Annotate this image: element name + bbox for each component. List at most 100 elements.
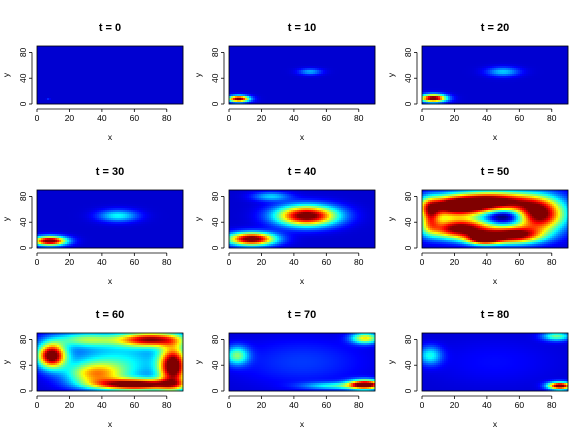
heat-cell xyxy=(434,84,436,86)
heat-cell xyxy=(71,80,73,82)
heat-cell xyxy=(317,64,319,66)
heat-cell xyxy=(285,56,287,58)
heat-cell xyxy=(432,82,434,84)
heat-cell xyxy=(137,98,139,100)
heat-cell xyxy=(339,94,341,96)
heat-cell xyxy=(438,60,440,62)
heat-cell xyxy=(173,88,175,90)
heat-cell xyxy=(89,64,91,66)
heat-cell xyxy=(171,52,173,54)
heat-cell xyxy=(448,96,450,98)
heat-cell xyxy=(271,80,273,82)
heat-cell xyxy=(179,70,181,72)
heat-cell xyxy=(267,62,269,64)
heat-cell xyxy=(63,74,65,76)
heat-cell xyxy=(239,50,241,52)
heat-cell xyxy=(79,60,81,62)
heat-cell xyxy=(470,52,472,54)
heat-cell xyxy=(321,74,323,76)
heat-cell xyxy=(313,62,315,64)
heat-cell xyxy=(79,66,81,68)
heat-cell xyxy=(103,94,105,96)
heat-cell xyxy=(51,56,53,58)
heat-cell xyxy=(75,62,77,64)
heat-cell xyxy=(135,60,137,62)
heat-cell xyxy=(65,48,67,50)
heat-cell xyxy=(135,48,137,50)
heat-cell xyxy=(131,72,133,74)
heat-cell xyxy=(297,80,299,82)
heat-cell xyxy=(91,88,93,90)
heat-cell xyxy=(289,100,291,102)
heat-cell xyxy=(349,74,351,76)
heat-cell xyxy=(319,100,321,102)
heat-cell xyxy=(363,66,365,68)
heat-cell xyxy=(297,68,299,70)
heat-cell xyxy=(91,66,93,68)
heat-cell xyxy=(69,74,71,76)
heat-cell xyxy=(293,48,295,50)
heat-cell xyxy=(355,80,357,82)
heat-cell xyxy=(253,48,255,50)
heat-cell xyxy=(55,94,57,96)
heat-cell xyxy=(454,54,456,56)
heat-cell xyxy=(345,84,347,86)
heat-cell xyxy=(329,82,331,84)
heat-cell xyxy=(353,50,355,52)
heat-cell xyxy=(167,64,169,66)
heat-cell xyxy=(243,66,245,68)
heat-cell xyxy=(265,48,267,50)
heat-cell xyxy=(315,76,317,78)
heat-cell xyxy=(45,90,47,92)
heat-cell xyxy=(69,84,71,86)
heat-cell xyxy=(466,64,468,66)
heat-cell xyxy=(333,92,335,94)
heat-cell xyxy=(151,66,153,68)
heat-cell xyxy=(337,94,339,96)
heat-cell xyxy=(237,98,239,100)
heat-cell xyxy=(301,54,303,56)
heat-cell xyxy=(55,88,57,90)
heat-cell xyxy=(61,64,63,66)
heat-cell xyxy=(121,100,123,102)
heat-cell xyxy=(173,66,175,68)
heat-cell xyxy=(261,84,263,86)
heat-cell xyxy=(247,52,249,54)
heat-cell xyxy=(337,100,339,102)
heat-cell xyxy=(464,86,466,88)
heat-cell xyxy=(303,94,305,96)
heat-cell xyxy=(285,72,287,74)
heat-cell xyxy=(245,68,247,70)
heat-cell xyxy=(361,82,363,84)
heat-cell xyxy=(337,90,339,92)
heat-cell xyxy=(251,64,253,66)
heat-cell xyxy=(353,84,355,86)
heat-cell xyxy=(149,98,151,100)
heat-cell xyxy=(81,100,83,102)
heat-cell xyxy=(305,82,307,84)
heat-cell xyxy=(39,82,41,84)
heat-cell xyxy=(428,68,430,70)
heat-cell xyxy=(319,92,321,94)
heat-cell xyxy=(179,92,181,94)
heat-cell xyxy=(117,74,119,76)
heat-cell xyxy=(462,96,464,98)
heat-cell xyxy=(157,100,159,102)
heat-cell xyxy=(355,86,357,88)
heat-cell xyxy=(55,52,57,54)
heat-cell xyxy=(448,72,450,74)
heat-cell xyxy=(317,60,319,62)
heat-cell xyxy=(97,84,99,86)
heat-cell xyxy=(109,76,111,78)
heat-cell xyxy=(432,94,434,96)
heat-cell xyxy=(231,60,233,62)
heat-cell xyxy=(295,74,297,76)
heat-cell xyxy=(141,62,143,64)
heat-cell xyxy=(325,52,327,54)
heat-cell xyxy=(341,48,343,50)
heat-cell xyxy=(143,64,145,66)
heat-cell xyxy=(349,52,351,54)
heat-cell xyxy=(261,86,263,88)
heat-cell xyxy=(426,100,428,102)
heat-cell xyxy=(287,100,289,102)
